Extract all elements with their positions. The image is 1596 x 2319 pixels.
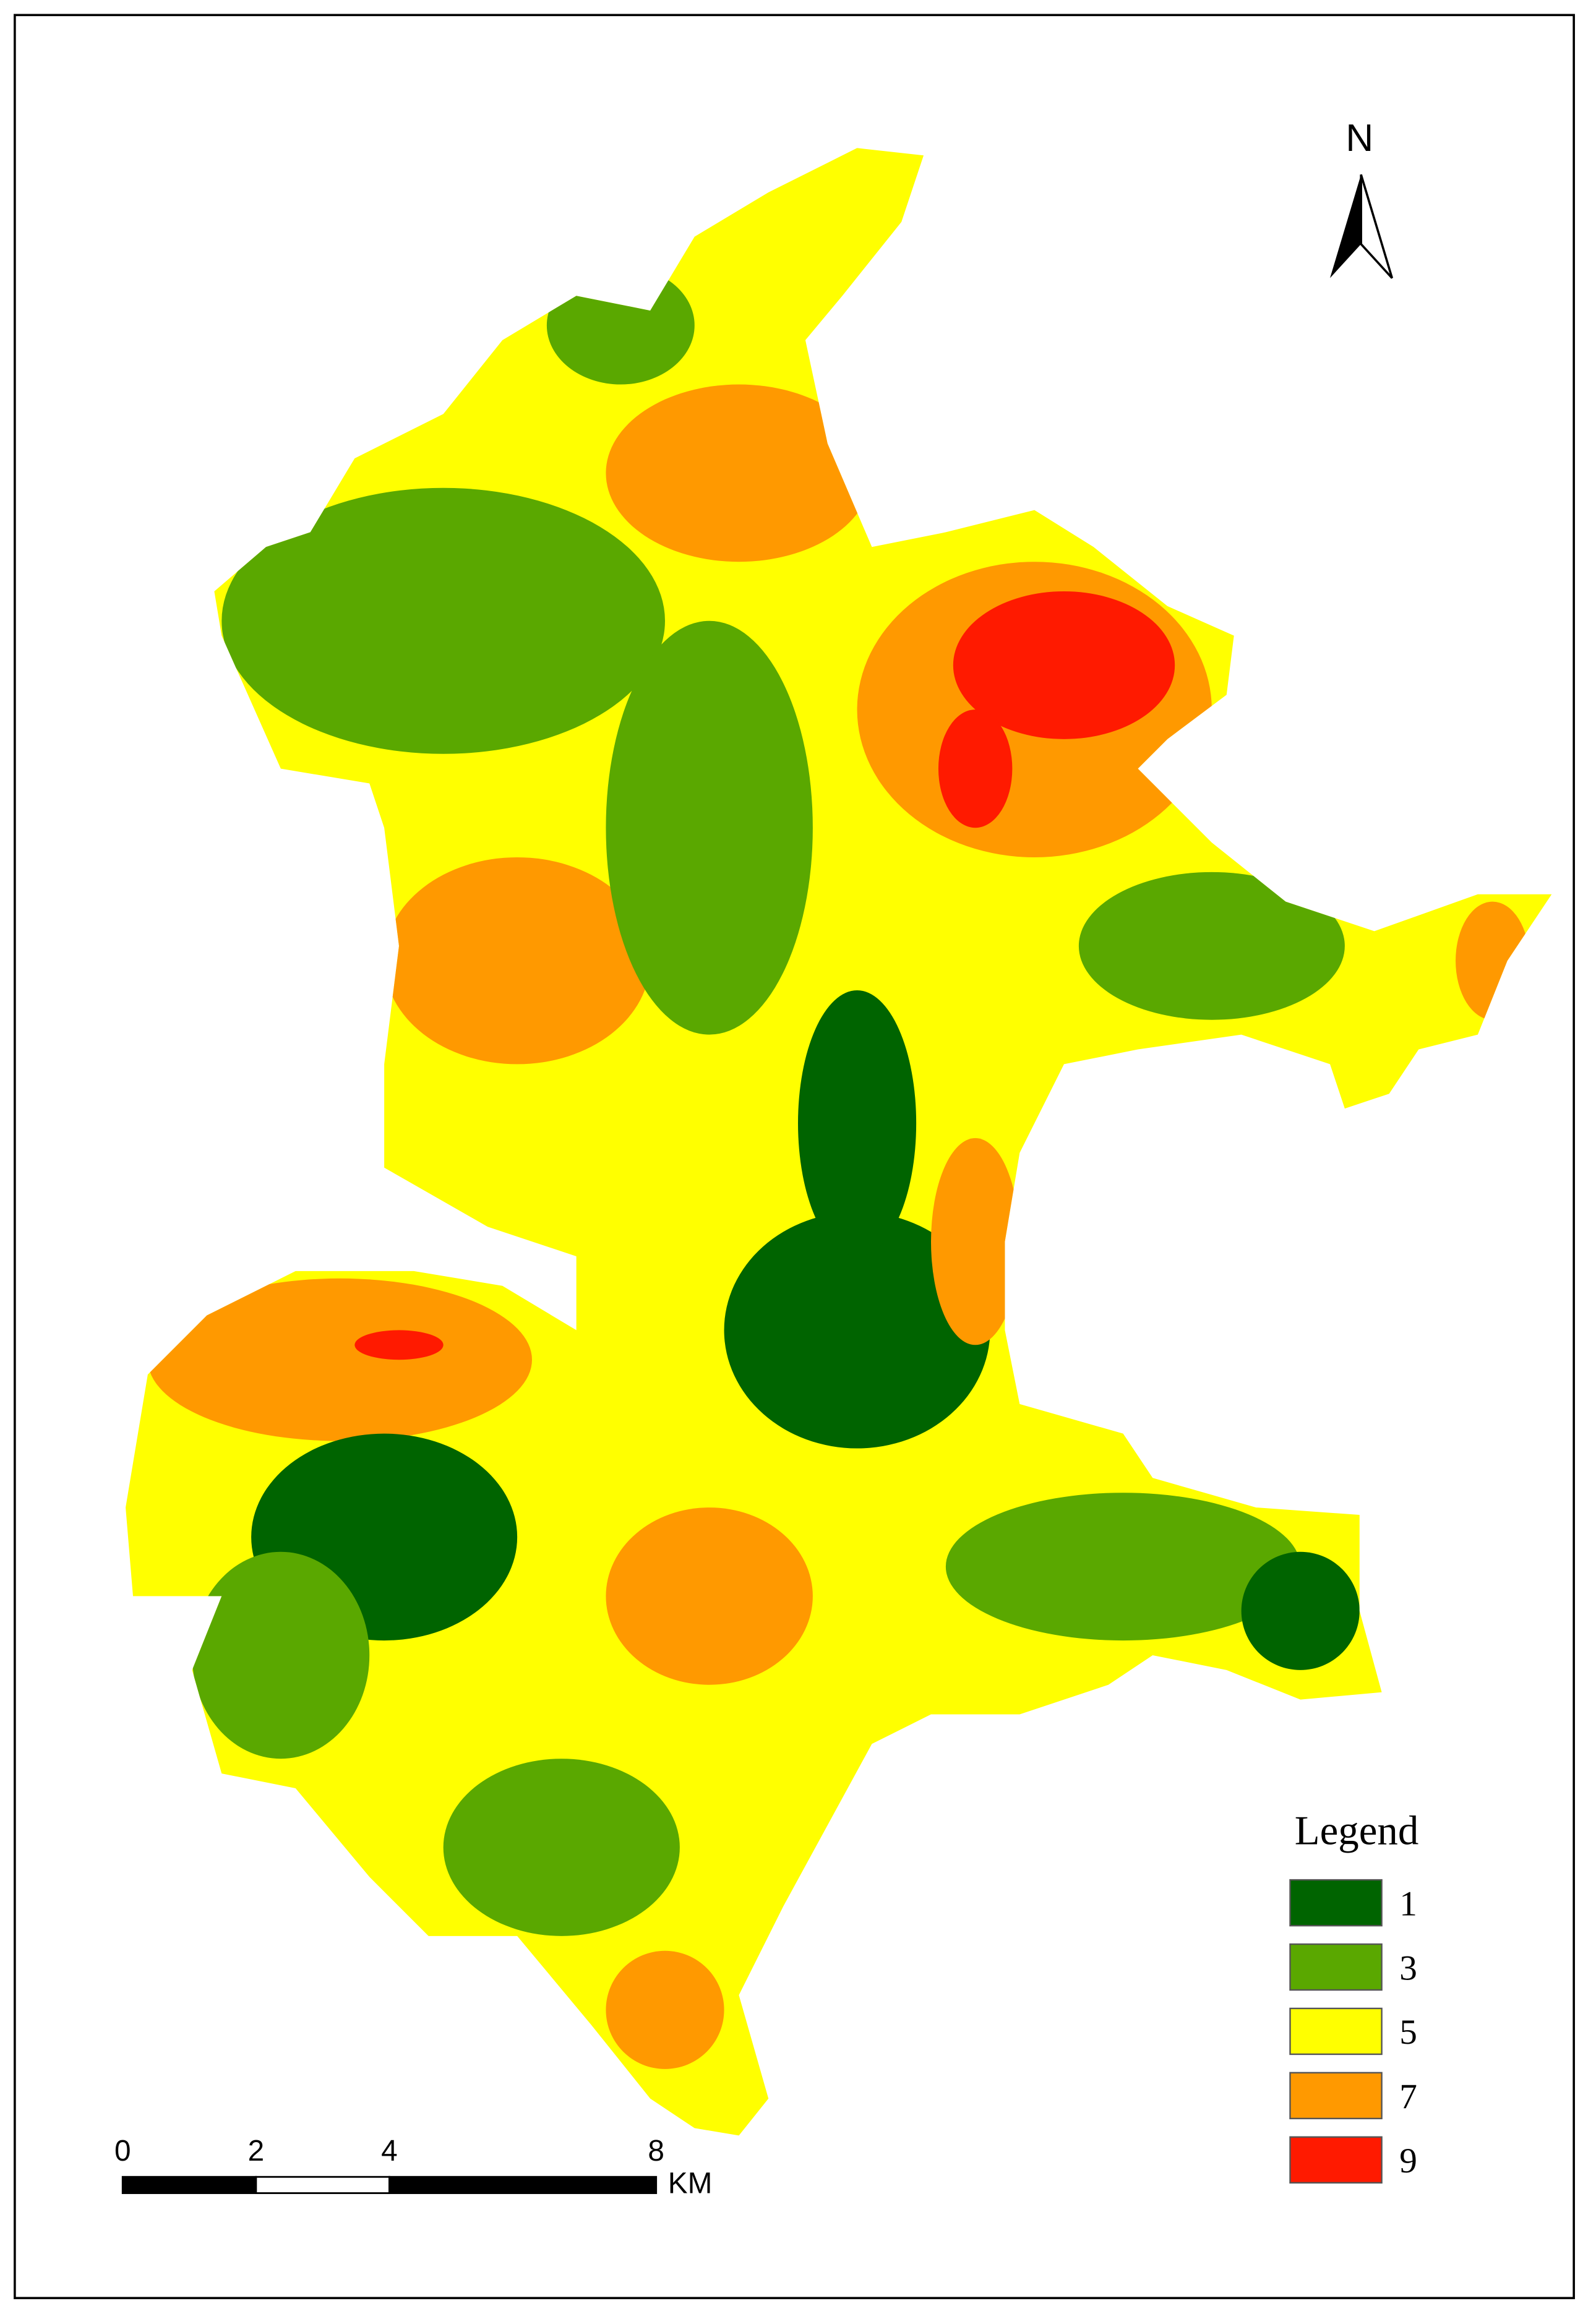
legend-swatch [1289,2136,1383,2184]
scale-tick-label: 0 [114,2135,131,2167]
legend-label: 1 [1399,1884,1417,1923]
legend-label: 9 [1399,2141,1417,2180]
zone [606,1507,813,1685]
legend-swatch [1289,1943,1383,1991]
zone [945,1493,1301,1641]
legend-swatch [1289,1879,1383,1927]
zone [724,1212,990,1449]
arrow-right [1360,174,1394,279]
zone [798,990,917,1256]
zone [938,709,1013,828]
legend-label: 7 [1399,2077,1417,2116]
zone [606,384,872,562]
zone [192,1551,370,1759]
zone [221,487,665,754]
north-label: N [1345,117,1373,160]
zone [1078,872,1345,1020]
scale-unit: KM [668,2167,713,2200]
zone [354,1330,444,1360]
legend-title: Legend [1295,1808,1419,1854]
legend: Legend 1 3 5 7 9 [1289,1808,1419,2184]
zone [443,1759,680,1936]
legend-swatch [1289,2007,1383,2055]
zone [147,1278,532,1441]
scale-tick-label: 8 [648,2135,664,2167]
scale-segment [388,2175,658,2194]
scale-bar: 0 2 4 8KM [114,2135,712,2200]
zone [606,1950,724,2069]
legend-swatch [1289,2072,1383,2120]
zone [384,857,651,1065]
scale-tick-label: 2 [248,2135,265,2167]
zone [953,591,1175,739]
legend-label: 3 [1399,1948,1417,1987]
scale-segment [121,2175,257,2194]
legend-label: 5 [1399,2013,1417,2052]
zone [931,1138,1020,1345]
scale-segment [255,2175,390,2194]
zone [1241,1551,1360,1670]
scale-tick-label: 4 [381,2135,398,2167]
zone [606,620,813,1035]
